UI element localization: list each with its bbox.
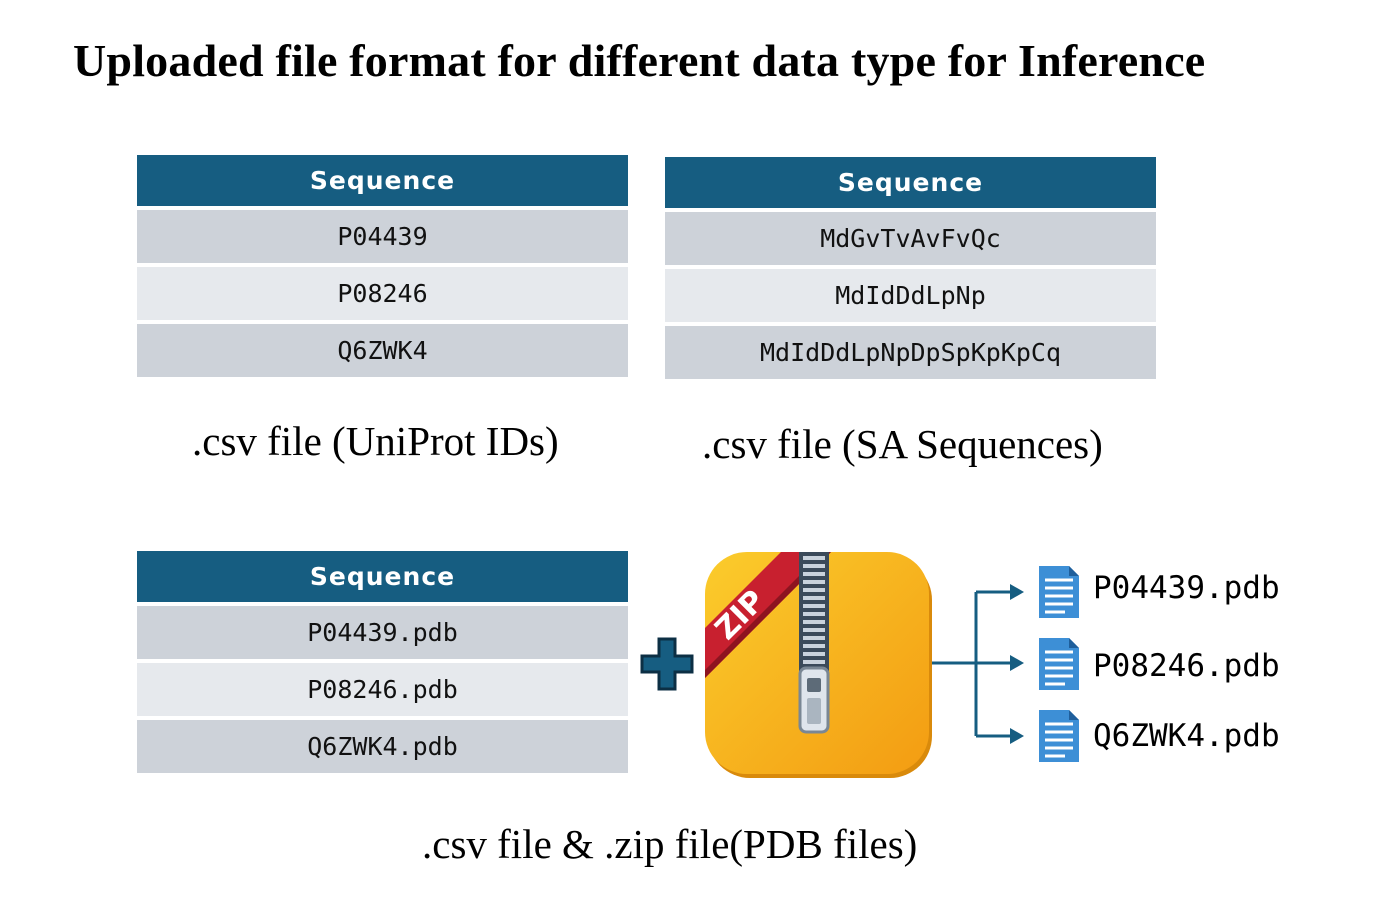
table-row: Q6ZWK4.pdb — [137, 720, 628, 773]
caption-csv-zip: .csv file & .zip file(PDB files) — [422, 821, 918, 867]
table-pdb-files: Sequence P04439.pdb P08246.pdb Q6ZWK4.pd… — [137, 551, 628, 777]
table-row: Q6ZWK4 — [137, 324, 628, 377]
zip-content-file: P04439.pdb — [1093, 570, 1280, 606]
table-row: P04439.pdb — [137, 606, 628, 659]
table-row: P08246 — [137, 267, 628, 320]
table-row: P04439 — [137, 210, 628, 263]
table-header: Sequence — [665, 157, 1156, 208]
branch-arrows — [932, 584, 1024, 744]
caption-sa-sequences: .csv file (SA Sequences) — [702, 421, 1103, 467]
zip-archive-icon: ZIP — [705, 552, 932, 778]
document-icon — [1039, 566, 1079, 618]
zip-content-file: P08246.pdb — [1093, 648, 1280, 684]
caption-uniprot-ids: .csv file (UniProt IDs) — [192, 418, 559, 464]
page-title: Uploaded file format for different data … — [73, 35, 1206, 86]
document-icon — [1039, 638, 1079, 690]
table-header: Sequence — [137, 155, 628, 206]
table-row: P08246.pdb — [137, 663, 628, 716]
table-sa-sequences: Sequence MdGvTvAvFvQc MdIdDdLpNp MdIdDdL… — [665, 157, 1156, 383]
plus-icon — [640, 637, 694, 691]
table-row: MdIdDdLpNpDpSpKpKpCq — [665, 326, 1156, 379]
document-icon — [1039, 710, 1079, 762]
table-header: Sequence — [137, 551, 628, 602]
table-row: MdGvTvAvFvQc — [665, 212, 1156, 265]
table-row: MdIdDdLpNp — [665, 269, 1156, 322]
zip-content-file: Q6ZWK4.pdb — [1093, 718, 1280, 754]
table-uniprot-ids: Sequence P04439 P08246 Q6ZWK4 — [137, 155, 628, 381]
